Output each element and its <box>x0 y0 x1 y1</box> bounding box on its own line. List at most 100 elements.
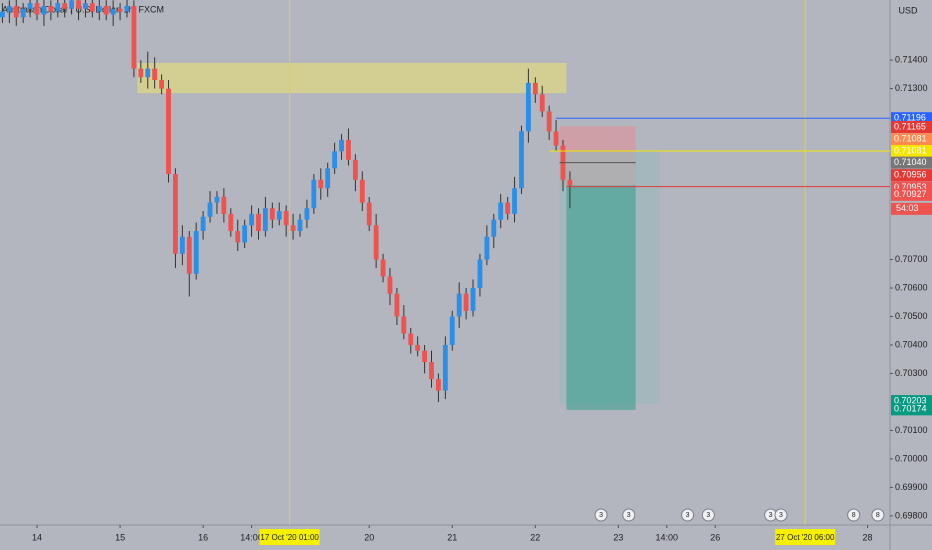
candle-body <box>380 259 386 277</box>
candle-body <box>20 8 26 18</box>
price-label-box <box>891 403 932 416</box>
event-badge <box>594 508 608 522</box>
price-label: 0.71165 <box>894 121 926 131</box>
price-label: 0.70953 <box>894 182 927 192</box>
candle-body <box>55 3 61 12</box>
event-badge <box>622 508 636 522</box>
event-label: 3 <box>686 512 690 519</box>
candle-body <box>470 287 476 311</box>
candle-body <box>442 344 448 391</box>
candle-body <box>359 179 365 203</box>
price-label: 0.71081 <box>894 145 927 155</box>
event-badge <box>847 508 861 522</box>
event-badge <box>681 508 695 522</box>
y-tick-label: 0.70600 <box>895 282 928 292</box>
candle-body <box>304 208 310 220</box>
candle-body <box>505 202 511 214</box>
event-label: 8 <box>876 512 880 519</box>
event-label: 3 <box>779 512 783 519</box>
candle-body <box>387 276 393 294</box>
zone <box>566 185 636 410</box>
candle-body <box>519 131 524 189</box>
candle-body <box>318 179 324 189</box>
candle-body <box>186 236 192 274</box>
price-label-box <box>891 144 932 157</box>
event-label: 3 <box>599 512 603 519</box>
candle-body <box>145 68 151 78</box>
candle-body <box>193 231 199 274</box>
y-tick-label: 0.70100 <box>895 425 928 435</box>
candle-body <box>525 82 531 132</box>
candle-body <box>62 3 68 9</box>
event-label: 3 <box>627 512 631 519</box>
candle-body <box>352 159 358 180</box>
event-label: 3 <box>769 512 773 519</box>
candle-body <box>179 236 185 254</box>
candle-body <box>463 293 469 311</box>
x-tick-label: 26 <box>710 532 720 542</box>
price-label: 0.70927 <box>894 189 927 199</box>
candle-body <box>48 5 54 12</box>
candle-body <box>276 211 282 220</box>
candle-body <box>6 5 12 12</box>
candle-body <box>69 0 75 9</box>
candle-body <box>311 179 317 209</box>
x-tick-label: 14 <box>32 532 42 542</box>
candle-body <box>159 80 165 89</box>
candle-body <box>117 8 123 12</box>
y-tick-label: 0.69900 <box>895 482 928 492</box>
candle-body <box>283 211 289 226</box>
candle-body <box>325 168 331 189</box>
event-label: 8 <box>852 512 856 519</box>
candle-body <box>256 213 261 232</box>
chart-title: Australian Dollar / U.S. Dollar, 1h, FXC… <box>2 4 164 14</box>
price-label-box <box>891 169 932 182</box>
candle-body <box>512 188 517 214</box>
price-label-box <box>891 133 932 146</box>
y-tick-label: 0.70300 <box>895 368 928 378</box>
candle-body <box>539 94 545 112</box>
candle-body <box>436 379 441 391</box>
candle-body <box>228 213 234 232</box>
x-tick-label: 16 <box>198 532 208 542</box>
candle-body <box>262 208 268 232</box>
candle-body <box>76 0 81 9</box>
y-tick-label: 0.70500 <box>895 311 928 321</box>
candle-body <box>401 316 407 334</box>
candle-body <box>498 202 504 220</box>
y-tick-label: 0.70700 <box>895 254 928 264</box>
candle-body <box>200 216 206 232</box>
candle-body <box>332 151 338 169</box>
candle-body <box>124 5 130 12</box>
event-badge <box>701 508 715 522</box>
zone <box>137 62 567 94</box>
candle-body <box>221 196 227 214</box>
price-label: 0.70956 <box>894 170 927 180</box>
x-tick-label: 20 <box>364 532 374 542</box>
countdown-box <box>891 202 932 215</box>
y-tick-label: 0.69800 <box>895 510 928 520</box>
price-label-box <box>891 121 932 134</box>
candle-body <box>297 219 303 232</box>
candle-body <box>27 3 33 9</box>
price-label-box <box>891 156 932 169</box>
x-tick-label: 23 <box>613 532 623 542</box>
candle-body <box>477 259 483 288</box>
price-label: 0.70203 <box>894 395 927 405</box>
crosshair-label-box <box>775 529 836 545</box>
x-tick-label: 28 <box>862 532 872 542</box>
candle-body <box>41 5 47 15</box>
candle-body <box>339 139 344 152</box>
candle-body <box>131 5 137 69</box>
candle-body <box>567 179 573 186</box>
crosshair-label-box <box>259 529 320 545</box>
candle-body <box>110 8 116 15</box>
candle-body <box>290 225 296 232</box>
candle-body <box>484 236 490 260</box>
candle-body <box>138 68 144 78</box>
candle-body <box>346 139 351 160</box>
x-tick-label: 21 <box>447 532 457 542</box>
candle-body <box>394 293 400 317</box>
x-tick-label: 15 <box>115 532 125 542</box>
candle-body <box>166 88 171 175</box>
